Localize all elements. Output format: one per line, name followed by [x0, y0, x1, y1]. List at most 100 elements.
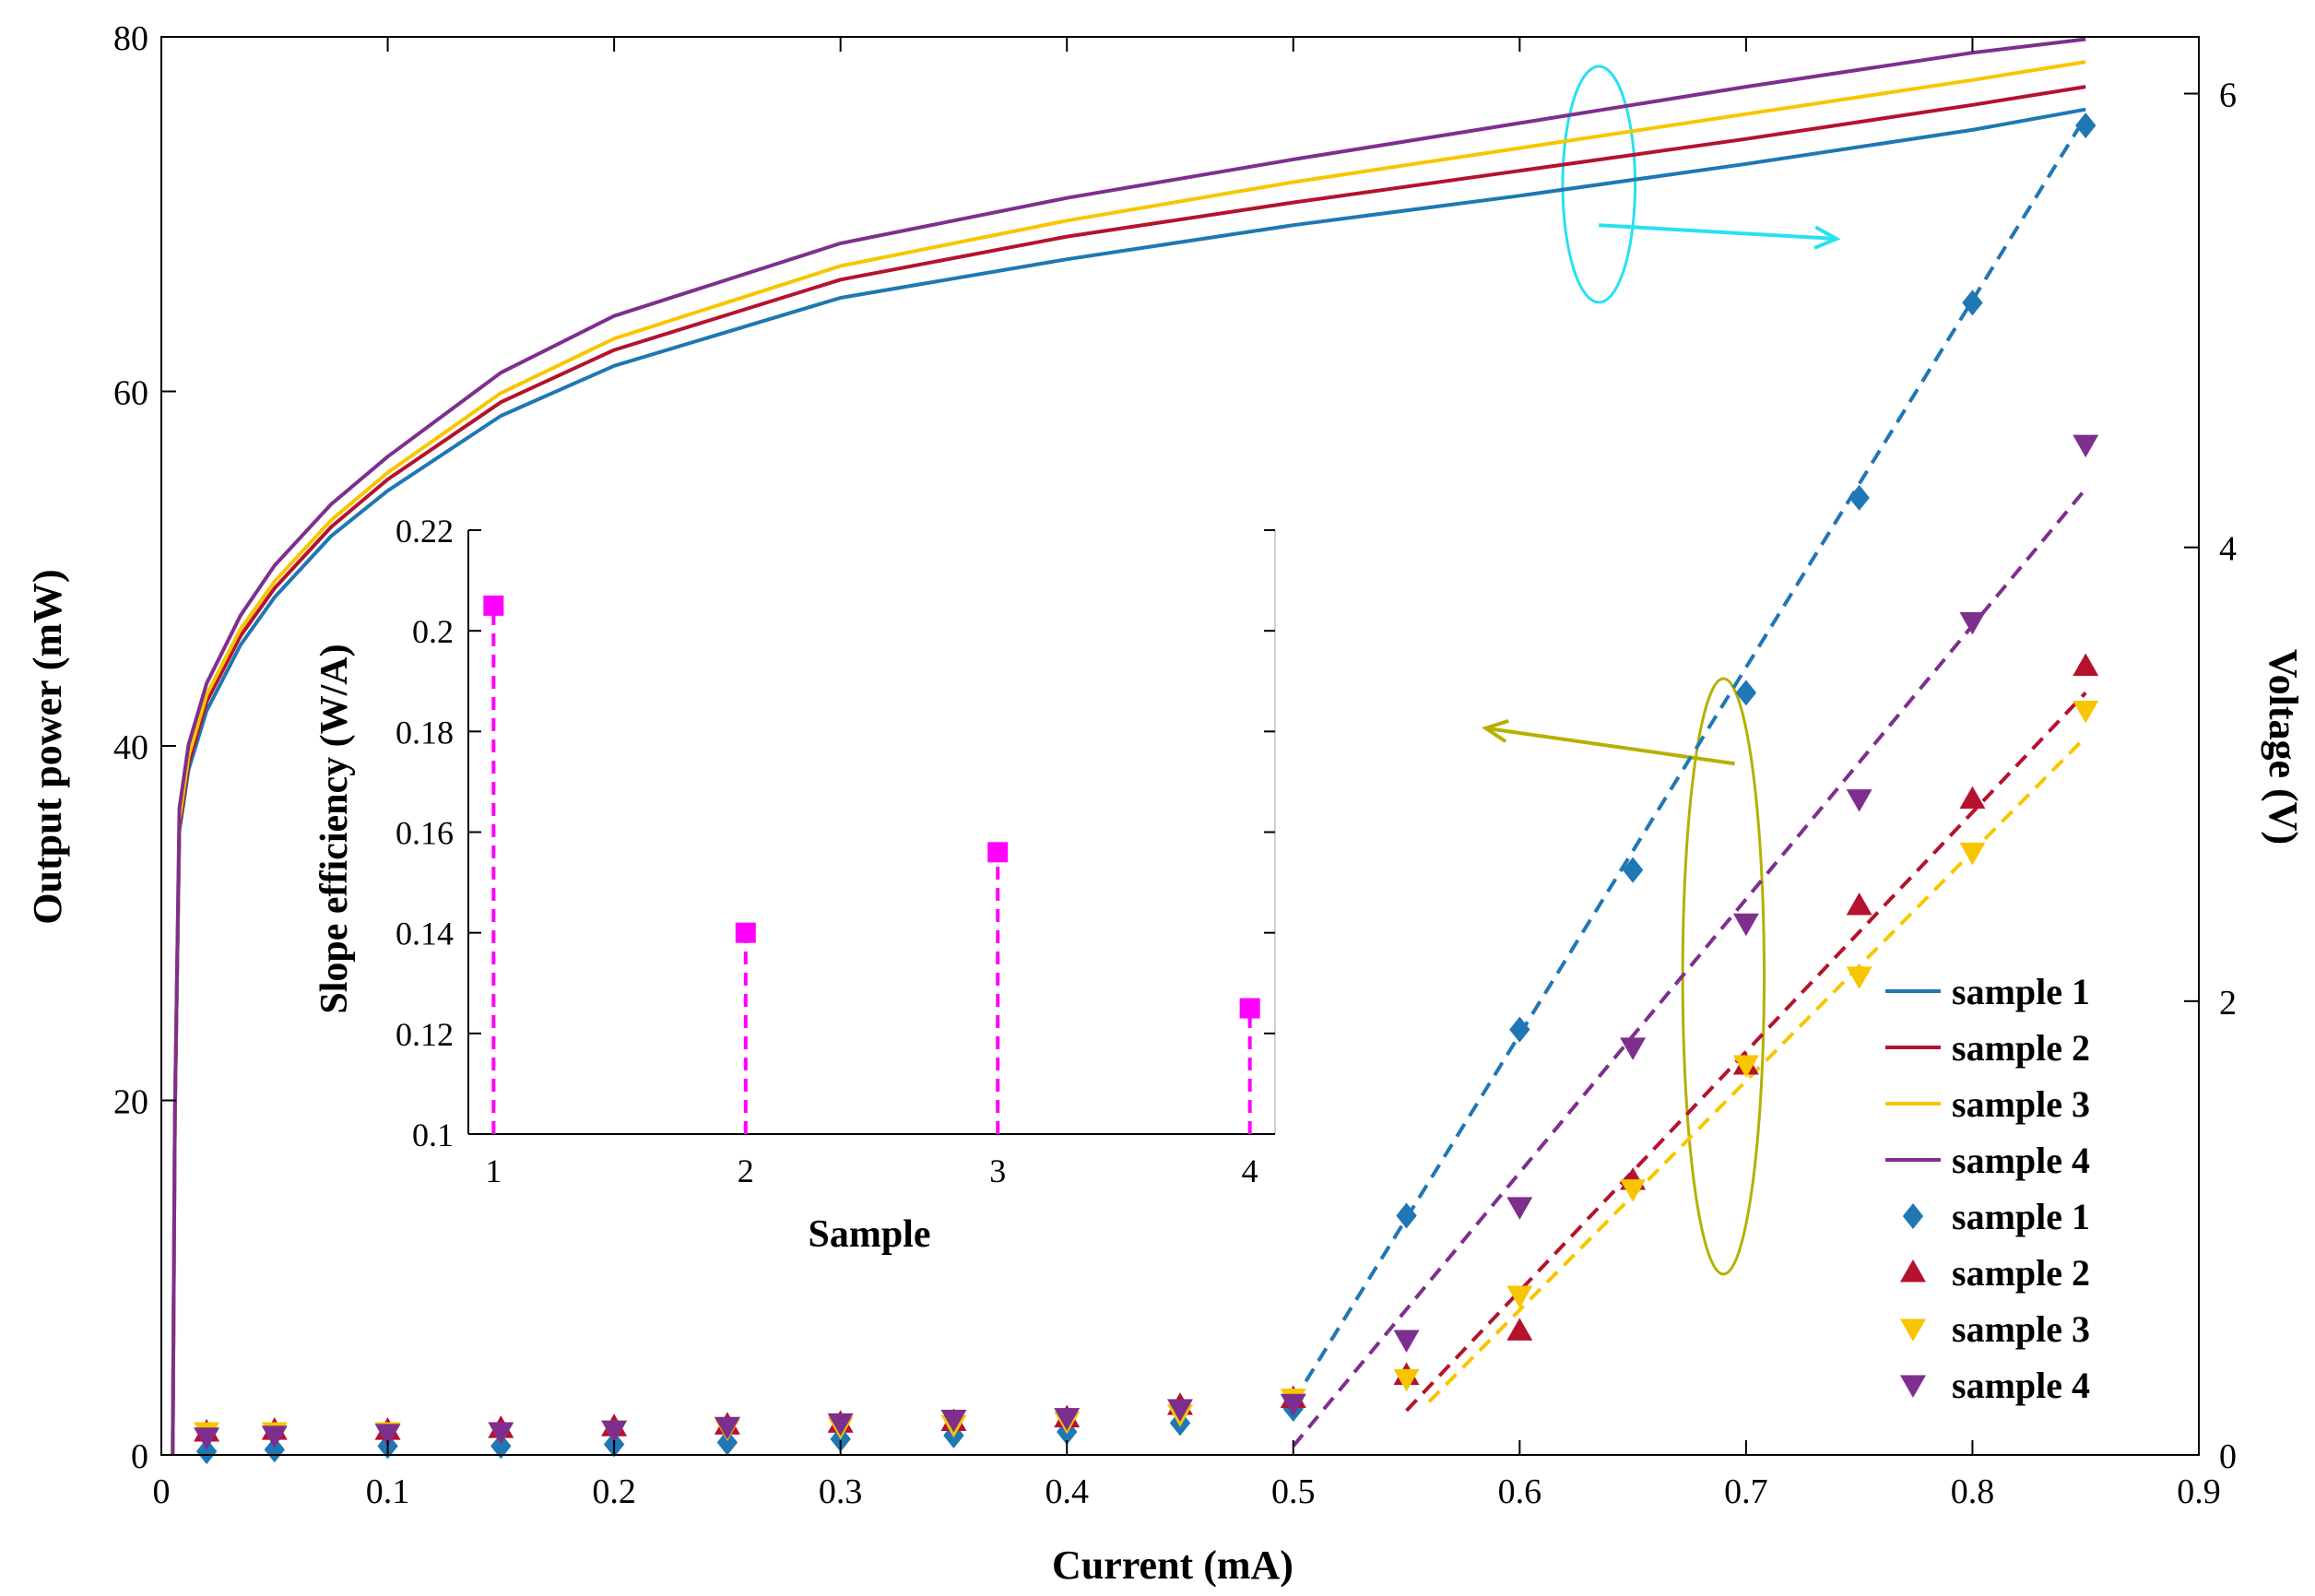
marker-sample-4	[1732, 913, 1759, 937]
y-tick-label: 40	[113, 728, 148, 767]
marker-sample-3	[1393, 1368, 1420, 1392]
annotation-arrowhead	[1481, 718, 1509, 743]
legend-marker-swatch	[1900, 1318, 1926, 1342]
y-axis-title: Output power (mW)	[25, 569, 70, 924]
marker-sample-4	[1846, 789, 1872, 812]
inset-y-tick-label: 0.12	[396, 1016, 454, 1053]
inset-stem-marker	[1239, 998, 1260, 1019]
annotation-arrow	[1485, 726, 1735, 766]
legend-label: sample 2	[1952, 1252, 2090, 1294]
marker-sample-4	[1620, 1037, 1647, 1060]
y-tick-label: 60	[113, 374, 148, 413]
marker-sample-4	[374, 1424, 401, 1447]
marker-sample-2	[1506, 1318, 1533, 1341]
inset-stems	[483, 595, 1260, 1134]
inset-y-tick-label: 0.1	[412, 1117, 454, 1153]
inset-y-tick-label: 0.2	[412, 613, 454, 650]
marker-sample-2	[2073, 653, 2099, 676]
marker-sample-4	[1393, 1330, 1420, 1354]
marker-sample-4	[261, 1425, 288, 1448]
inset-y-tick-label: 0.18	[396, 714, 454, 751]
inset-x-tick-label: 2	[738, 1153, 754, 1189]
legend-label: sample 1	[1952, 971, 2090, 1012]
y2-tick-label: 2	[2219, 984, 2237, 1023]
marker-sample-1	[1509, 1016, 1530, 1043]
marker-sample-1	[2075, 112, 2096, 139]
marker-sample-1	[1962, 290, 1983, 316]
main-power-markers	[194, 112, 2099, 1465]
inset-chart: 0.1 0.12 0.14 0.16 0.18 0.2 0.22 1 2 3 4 Sample Sl…	[313, 513, 1276, 1256]
inset-y-tick-label: 0.22	[396, 513, 454, 550]
y2-tick-label: 4	[2219, 530, 2237, 569]
inset-stem-marker	[735, 922, 756, 943]
main-voltage-lines	[171, 37, 2086, 1456]
marker-sample-1	[1735, 680, 1757, 706]
inset-y-tick-label: 0.16	[396, 815, 454, 852]
x-tick-label: 0.7	[1724, 1472, 1768, 1511]
x-tick-label: 0.1	[366, 1472, 410, 1511]
y2-tick-label: 0	[2219, 1437, 2237, 1476]
marker-sample-3	[1846, 966, 1872, 989]
y-tick-label: 20	[113, 1083, 148, 1122]
annotation-ellipse	[1561, 65, 1637, 304]
x-tick-label: 0.3	[819, 1472, 863, 1511]
marker-sample-3	[1732, 1055, 1759, 1079]
inset-y-axis-title: Slope efficiency (W/A)	[313, 644, 356, 1013]
x-axis-title: Current (mA)	[1052, 1543, 1293, 1588]
inset-stem-marker	[483, 595, 504, 616]
x-tick-label: 0.6	[1498, 1472, 1542, 1511]
y2-axis-title: Voltage (V)	[2261, 649, 2306, 845]
annotation-arrow	[1599, 223, 1837, 242]
main-chart: 0 0.1 0.2 0.3 0.4 0.5 0.6 0.7 0.8 0.9020406080024…	[25, 19, 2306, 1588]
fit-line-sample-2	[1405, 691, 2087, 1413]
marker-sample-3	[1959, 842, 1986, 866]
marker-sample-4	[714, 1416, 740, 1440]
x-tick-label: 0.9	[2177, 1472, 2221, 1511]
marker-sample-4	[601, 1420, 628, 1444]
legend: sample 1 sample 2 sample 3 sample 4 sample 1…	[1885, 971, 2090, 1406]
main-axis-labels: Current (mA) Output power (mW) Voltage (…	[25, 569, 2306, 1588]
x-tick-label: 0.5	[1271, 1472, 1316, 1511]
marker-sample-1	[1848, 484, 1870, 511]
marker-sample-4	[2073, 434, 2099, 458]
marker-sample-1	[1396, 1202, 1417, 1229]
marker-sample-4	[1959, 611, 1986, 635]
marker-sample-4	[194, 1427, 220, 1450]
marker-sample-4	[940, 1410, 967, 1433]
legend-label: sample 4	[1952, 1140, 2090, 1181]
marker-sample-4	[1167, 1399, 1193, 1423]
legend-marker-swatch	[1900, 1375, 1926, 1398]
inset-x-tick-label: 3	[989, 1153, 1006, 1189]
y-tick-label: 0	[131, 1437, 148, 1476]
marker-sample-1	[490, 1433, 512, 1460]
y-tick-label: 80	[113, 19, 148, 58]
x-tick-label: 0	[153, 1472, 171, 1511]
inset-x-tick-label: 4	[1242, 1153, 1258, 1189]
y2-tick-label: 6	[2219, 77, 2237, 115]
inset-background	[487, 530, 1272, 1134]
marker-sample-4	[1054, 1408, 1081, 1431]
legend-label: sample 1	[1952, 1196, 2090, 1237]
inset-x-tick-label: 1	[485, 1153, 502, 1189]
inset-axes: 0.1 0.12 0.14 0.16 0.18 0.2 0.22 1 2 3 4	[396, 513, 1276, 1189]
marker-sample-3	[2073, 701, 2099, 724]
marker-sample-4	[827, 1413, 854, 1436]
marker-sample-3	[1620, 1179, 1647, 1202]
fit-line-sample-4	[1292, 487, 2087, 1448]
legend-marker-swatch	[1902, 1203, 1924, 1229]
x-tick-label: 0.2	[592, 1472, 636, 1511]
marker-sample-1	[195, 1438, 218, 1465]
marker-sample-1	[1622, 857, 1644, 883]
marker-sample-4	[1506, 1197, 1533, 1220]
inset-stem-marker	[987, 842, 1009, 863]
inset-y-tick-label: 0.14	[396, 916, 454, 952]
legend-label: sample 3	[1952, 1083, 2090, 1125]
marker-sample-1	[716, 1429, 738, 1456]
marker-sample-2	[1959, 786, 1986, 810]
marker-sample-4	[488, 1422, 514, 1446]
main-axes: 0 0.1 0.2 0.3 0.4 0.5 0.6 0.7 0.8 0.9020406080024…	[113, 19, 2237, 1511]
marker-sample-3	[1506, 1285, 1533, 1308]
annotation-arrowhead	[1813, 225, 1841, 250]
legend-label: sample 4	[1952, 1365, 2090, 1406]
